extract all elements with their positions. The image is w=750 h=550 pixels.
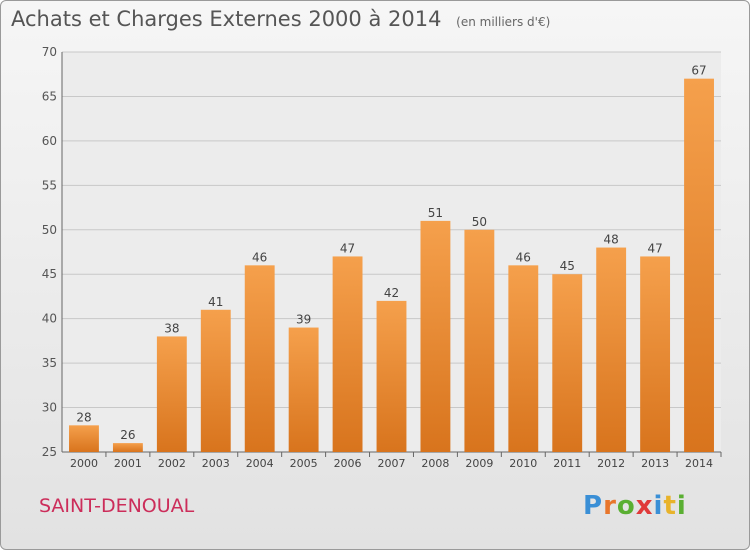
x-tick-label: 2003: [202, 457, 230, 470]
x-tick-label: 2010: [509, 457, 537, 470]
bar-value-label: 38: [164, 321, 179, 335]
x-tick-label: 2000: [70, 457, 98, 470]
bar: [420, 220, 451, 452]
bar: [112, 443, 143, 452]
bar-value-label: 50: [472, 215, 487, 229]
chart-title: Achats et Charges Externes 2000 à 2014 (…: [11, 7, 550, 31]
x-tick-label: 2004: [246, 457, 274, 470]
x-tick-label: 2006: [334, 457, 362, 470]
bar: [640, 256, 671, 452]
logo-letter: t: [663, 491, 677, 521]
y-tick-label: 35: [42, 356, 57, 370]
bar-value-label: 67: [691, 64, 706, 78]
bar-value-label: 42: [384, 286, 399, 300]
x-tick-label: 2002: [158, 457, 186, 470]
unit-subtitle: (en milliers d'€): [456, 15, 551, 29]
x-tick-label: 2005: [290, 457, 318, 470]
bar: [288, 327, 319, 452]
logo-letter: r: [603, 491, 617, 521]
proxiti-logo: Proxiti: [583, 491, 687, 521]
bar-value-label: 39: [296, 313, 311, 327]
bar-value-label: 46: [252, 250, 267, 264]
bar-value-label: 28: [76, 410, 91, 424]
logo-letter: o: [616, 491, 636, 521]
logo-letter: P: [583, 491, 604, 521]
bar-value-label: 46: [516, 250, 531, 264]
x-tick-label: 2012: [597, 457, 625, 470]
bar-value-label: 48: [604, 233, 619, 247]
logo-letter: i: [676, 491, 687, 521]
logo-letter: x: [635, 491, 654, 521]
bar: [156, 336, 187, 452]
y-tick-label: 55: [42, 178, 57, 192]
bar-value-label: 51: [428, 206, 443, 220]
x-tick-label: 2007: [378, 457, 406, 470]
bar-value-label: 26: [120, 428, 135, 442]
bar-value-label: 47: [647, 241, 662, 255]
y-tick-label: 70: [42, 45, 57, 59]
bar: [69, 425, 99, 452]
bar: [684, 78, 714, 453]
bar: [376, 300, 407, 452]
x-tick-label: 2008: [421, 457, 449, 470]
title-text: Achats et Charges Externes 2000 à 2014: [11, 7, 442, 31]
y-tick-label: 25: [42, 445, 57, 459]
y-tick-label: 30: [42, 401, 57, 415]
bar-value-label: 41: [208, 295, 223, 309]
y-tick-label: 65: [42, 89, 57, 103]
y-tick-label: 40: [42, 312, 57, 326]
bar: [508, 265, 539, 452]
commune-name: SAINT-DENOUAL: [39, 495, 195, 517]
x-tick-label: 2011: [553, 457, 581, 470]
x-tick-label: 2014: [685, 457, 713, 470]
bar: [552, 274, 583, 452]
y-tick-label: 50: [42, 223, 57, 237]
bar-value-label: 47: [340, 241, 355, 255]
x-tick-label: 2001: [114, 457, 142, 470]
bar: [200, 309, 231, 452]
bar: [596, 247, 627, 452]
bar-value-label: 45: [560, 259, 575, 273]
y-tick-label: 45: [42, 267, 57, 281]
x-tick-label: 2013: [641, 457, 669, 470]
logo-letter: i: [653, 491, 664, 521]
bar: [244, 265, 275, 452]
bar: [464, 229, 495, 452]
bar: [332, 256, 363, 452]
x-tick-label: 2009: [465, 457, 493, 470]
y-tick-label: 60: [42, 134, 57, 148]
